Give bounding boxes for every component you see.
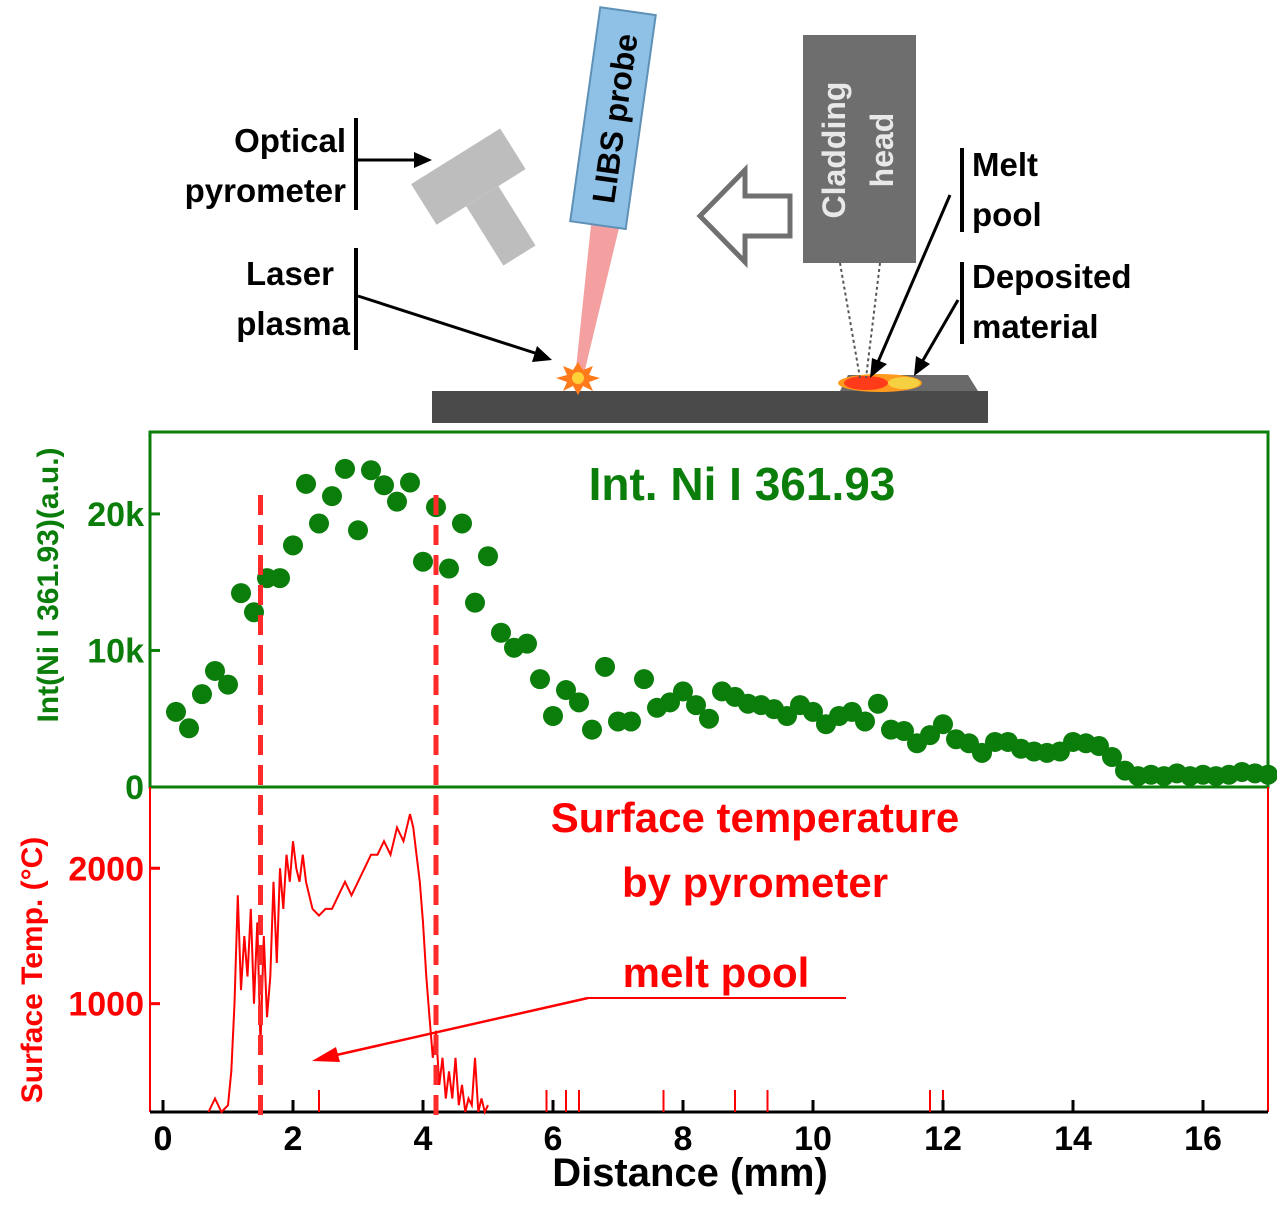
svg-text:pool: pool	[972, 196, 1042, 233]
ni-data-point	[868, 693, 888, 714]
ni-intensity-chart: Int. Ni I 361.93 Int(Ni I 361.93)(a.u.) …	[32, 430, 1277, 807]
ni-data-point	[296, 473, 316, 494]
ni-data-point	[322, 486, 342, 507]
ni-data-point	[478, 546, 498, 567]
temperature-chart: Surface temperature by pyrometer Surface…	[16, 787, 1269, 1195]
ni-data-point	[348, 520, 368, 541]
svg-text:Optical: Optical	[234, 122, 346, 159]
x-tick-label: 4	[414, 1120, 433, 1158]
ni-data-point	[335, 458, 355, 479]
x-tick-label: 8	[674, 1120, 693, 1158]
ni-chart-title: Int. Ni I 361.93	[589, 458, 896, 510]
schematic: LIBS probe Cladding head Optical pyromet…	[185, 6, 1132, 423]
ni-data-point	[803, 701, 823, 722]
ni-data-point	[283, 535, 303, 556]
svg-text:plasma: plasma	[236, 305, 350, 342]
cladding-head-icon: Cladding head	[803, 35, 916, 379]
ni-data-point	[556, 680, 576, 701]
ni-data-point	[582, 719, 602, 740]
ni-data-point	[231, 583, 251, 604]
substrate-icon	[432, 391, 988, 423]
melt-pool-edge	[888, 377, 920, 389]
ni-data-point	[400, 472, 420, 493]
ni-data-point	[270, 568, 290, 589]
x-tick-label: 0	[154, 1120, 173, 1158]
ni-data-point	[686, 695, 706, 716]
x-tick-label: 6	[544, 1120, 563, 1158]
ni-data-point	[413, 551, 433, 572]
pyrometer-icon	[411, 128, 536, 266]
melt-pool-core	[844, 376, 888, 390]
ni-y-axis-label: Int(Ni I 361.93)(a.u.)	[32, 447, 65, 722]
optical-pyrometer-label: Optical pyrometer	[185, 122, 347, 209]
melt-pool-pointer	[331, 996, 589, 1058]
ni-data-point	[452, 513, 472, 534]
temp-y-axis-label: Surface Temp. (°C)	[16, 837, 49, 1103]
temp-y-ticks: 1000 2000	[68, 850, 160, 1024]
ni-data-point	[933, 714, 953, 735]
temperature-spikes	[318, 1090, 944, 1112]
ni-data-point	[699, 708, 719, 729]
temp-chart-title-line2: by pyrometer	[622, 859, 888, 906]
ni-data-point	[361, 460, 381, 481]
temp-chart-title-line1: Surface temperature	[551, 794, 960, 841]
ni-data-point	[855, 711, 875, 732]
svg-text:Deposited: Deposited	[972, 258, 1132, 295]
x-axis-label: Distance (mm)	[552, 1151, 828, 1195]
melt-pool-annotation: melt pool	[623, 949, 810, 996]
ni-data-point	[374, 475, 394, 496]
ni-data-point	[465, 592, 485, 613]
travel-direction-arrow-icon	[696, 163, 793, 269]
ni-data-point	[205, 660, 225, 681]
temp-y-tick-label: 1000	[68, 986, 144, 1024]
laser-plasma-label: Laser plasma	[236, 255, 350, 342]
ni-data-point	[309, 513, 329, 534]
svg-text:Melt: Melt	[972, 146, 1038, 183]
temperature-line	[207, 813, 489, 1115]
melt-pool-label: Melt pool	[972, 146, 1042, 233]
ni-y-tick-label: 20k	[87, 496, 144, 534]
cladding-head-label-line2: head	[864, 113, 900, 188]
ni-data-point	[894, 721, 914, 742]
ni-data-point	[491, 622, 511, 643]
ni-data-point	[543, 706, 563, 726]
x-tick-label: 2	[284, 1120, 303, 1158]
ni-data-point	[621, 711, 641, 732]
svg-text:Laser: Laser	[246, 255, 334, 292]
x-ticks: 0 2 4 6 8 10 12 14 16	[154, 1100, 1222, 1158]
ni-data-points	[166, 458, 1277, 787]
x-tick-label: 14	[1054, 1120, 1092, 1158]
ni-y-ticks: 0 10k 20k	[87, 496, 160, 807]
ni-data-point	[530, 669, 550, 690]
deposited-material-label: Deposited material	[972, 258, 1132, 345]
ni-data-point	[595, 656, 615, 677]
svg-text:pyrometer: pyrometer	[185, 172, 347, 209]
libs-laser-beam	[575, 225, 619, 378]
melt-pool-boundary-lines	[258, 495, 439, 1115]
temp-y-tick-label: 2000	[68, 850, 144, 888]
ni-data-point	[439, 558, 459, 579]
ni-data-point	[517, 633, 537, 654]
ni-y-tick-label: 10k	[87, 632, 144, 670]
x-tick-label: 12	[924, 1120, 962, 1158]
cladding-head-label-line1: Cladding	[816, 82, 852, 219]
ni-plot-frame	[148, 430, 1270, 789]
ni-data-point	[179, 718, 199, 739]
ni-data-point	[569, 692, 589, 713]
ni-data-point	[673, 681, 693, 702]
libs-probe-icon: LIBS probe	[569, 6, 657, 231]
svg-text:material: material	[972, 308, 1099, 345]
ni-data-point	[192, 684, 212, 705]
ni-data-point	[1258, 764, 1277, 785]
ni-data-point	[218, 674, 238, 695]
ni-data-point	[634, 669, 654, 690]
ni-data-point	[1102, 746, 1122, 767]
x-tick-label: 16	[1184, 1120, 1222, 1158]
ni-y-tick-label: 0	[125, 769, 144, 807]
ni-data-point	[387, 491, 407, 512]
ni-data-point	[166, 701, 186, 722]
x-tick-label: 10	[794, 1120, 832, 1158]
